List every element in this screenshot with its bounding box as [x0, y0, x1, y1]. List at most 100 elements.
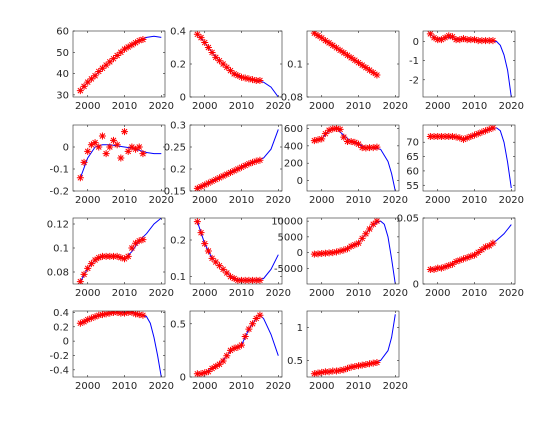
data-point: [117, 154, 125, 162]
data-point: [109, 55, 117, 63]
data-point: [441, 132, 449, 140]
data-point: [109, 252, 117, 260]
x-tick-label: 2020: [383, 381, 408, 392]
y-tick-label: 55: [406, 181, 419, 192]
data-point: [241, 333, 249, 341]
data-point: [201, 181, 209, 189]
data-point: [234, 72, 242, 80]
data-point: [463, 254, 471, 262]
marker-series: [76, 236, 147, 284]
data-point: [117, 254, 125, 262]
data-point: [321, 368, 329, 376]
y-tick-label: -0.2: [49, 187, 69, 198]
data-point: [485, 125, 493, 133]
y-tick-label: -5000: [274, 264, 303, 275]
data-point: [369, 69, 377, 77]
x-tick-label: 2020: [149, 101, 174, 112]
data-point: [128, 311, 136, 316]
y-tick-label: 65: [406, 152, 419, 163]
axes-box: [422, 30, 516, 98]
data-point: [358, 144, 366, 152]
data-point: [245, 276, 253, 284]
data-point: [84, 264, 92, 272]
data-point: [351, 138, 359, 146]
x-tick-label: 2010: [229, 288, 254, 299]
x-tick-label: 2020: [149, 288, 174, 299]
marker-series: [310, 125, 381, 152]
data-point: [336, 247, 344, 255]
x-tick-label: 2010: [346, 288, 371, 299]
marker-series: [76, 128, 147, 182]
data-point: [197, 34, 205, 42]
fitted-curve: [80, 35, 162, 91]
data-point: [113, 311, 121, 316]
data-point: [80, 82, 88, 90]
subplot-15: 2000 2010 2020 0.5 1: [287, 310, 408, 392]
data-point: [139, 150, 147, 158]
data-point: [314, 250, 322, 258]
axes-box: [306, 217, 400, 285]
data-point: [234, 343, 242, 351]
data-point: [193, 218, 201, 226]
data-point: [343, 51, 351, 59]
data-point: [474, 130, 482, 138]
data-point: [128, 244, 136, 252]
data-point: [193, 184, 201, 191]
x-tick-label: 2000: [75, 381, 100, 392]
data-point: [223, 352, 231, 360]
y-tick-label: 10000: [271, 217, 303, 228]
x-tick-label: 2020: [266, 288, 291, 299]
data-point: [471, 36, 479, 44]
data-point: [448, 33, 456, 41]
data-point: [128, 41, 136, 49]
data-point: [318, 368, 326, 376]
data-point: [238, 276, 246, 284]
axes-box: [72, 124, 166, 192]
data-point: [256, 311, 264, 319]
data-point: [109, 136, 117, 144]
data-point: [310, 370, 318, 377]
data-point: [238, 73, 246, 81]
x-tick-label: 2000: [425, 195, 450, 206]
data-point: [336, 46, 344, 54]
data-point: [238, 341, 246, 349]
x-tick-label: 2000: [309, 195, 334, 206]
x-tick-label: 2010: [346, 195, 371, 206]
y-tick-label: 400: [284, 141, 303, 152]
y-tick-label: 0.1: [287, 60, 303, 71]
data-point: [241, 74, 249, 82]
data-point: [219, 265, 227, 273]
subplot-5: 2000 2010 2020 -0.2 -0.1 0: [49, 124, 174, 206]
x-tick-label: 2010: [112, 381, 137, 392]
subplot-4: 2000 2010 2020 -2 -1 0: [409, 30, 524, 112]
y-tick-label: 60: [56, 27, 69, 38]
x-tick-label: 2000: [425, 101, 450, 112]
data-point: [332, 248, 340, 256]
data-point: [347, 242, 355, 250]
data-point: [102, 252, 110, 260]
data-point: [124, 147, 132, 155]
marker-series: [76, 311, 147, 327]
data-point: [358, 234, 366, 242]
data-point: [91, 313, 99, 321]
x-tick-label: 2010: [462, 288, 487, 299]
data-point: [204, 368, 212, 376]
data-point: [456, 36, 464, 44]
axes-box: [306, 310, 400, 378]
y-tick-label: 0.5: [287, 356, 303, 367]
marker-series: [76, 36, 147, 95]
data-point: [249, 76, 257, 84]
y-tick-label: 0: [180, 373, 186, 384]
data-point: [310, 250, 318, 258]
subplot-3: 2000 2010 2020 0.08 0.1: [281, 30, 408, 112]
data-point: [135, 143, 143, 151]
data-point: [452, 36, 460, 44]
data-point: [80, 318, 88, 326]
data-point: [135, 37, 143, 45]
data-point: [441, 263, 449, 271]
y-tick-label: -0.4: [49, 365, 69, 376]
data-point: [201, 240, 209, 248]
x-tick-label: 2010: [229, 381, 254, 392]
marker-series: [193, 311, 264, 377]
